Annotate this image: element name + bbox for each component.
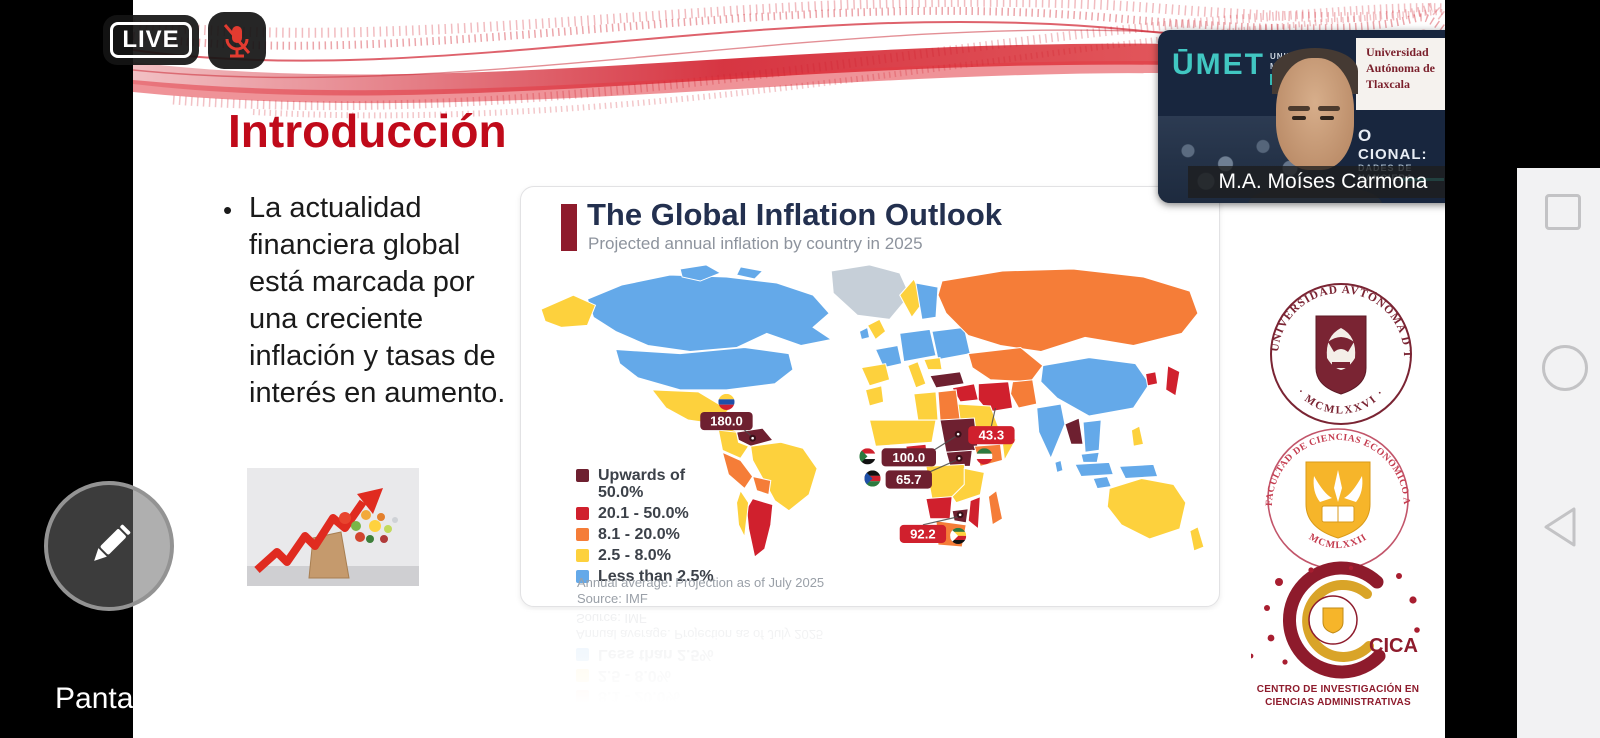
annotate-button[interactable] — [44, 481, 174, 611]
recents-button-icon[interactable] — [1545, 194, 1581, 230]
iran-flag-icon — [976, 448, 993, 465]
participant-video-tile[interactable]: ŪMET UNIVERSIDAD METROPOLITANA SEDE MACH… — [1158, 30, 1458, 203]
south-sudan-flag-icon — [864, 470, 881, 487]
chart-footnote: Annual average. Projection as of July 20… — [577, 575, 825, 606]
chart-subtitle: Projected annual inflation by country in… — [588, 234, 923, 253]
svg-text:65.7: 65.7 — [896, 472, 921, 487]
map-legend: Upwards of 50.0% 20.1 - 50.0% 8.1 - 20.0… — [576, 467, 714, 589]
card-reflection: 8.1 - 20.0% 2.5 - 8.0% Less than 2.5% An… — [520, 610, 1218, 720]
callout-venezuela: 180.0 — [700, 412, 753, 431]
navbar-dark-section — [1517, 0, 1600, 168]
home-button-icon[interactable] — [1542, 345, 1588, 391]
participant-face — [1248, 48, 1382, 203]
legend-swatch-yellow — [576, 549, 589, 562]
participant-name: M.A. Moíses Carmona — [1188, 166, 1458, 198]
android-navbar — [1517, 0, 1600, 738]
inflation-chart-card: The Global Inflation Outlook Projected a… — [520, 186, 1220, 607]
legend-swatch-orange — [576, 528, 589, 541]
legend-label: 8.1 - 20.0% — [598, 526, 680, 543]
callout-sudan: 100.0 — [881, 448, 936, 467]
cica-caption: CENTRO DE INVESTIGACIÓN EN CIENCIAS ADMI… — [1256, 684, 1420, 708]
title-accent-bar — [561, 204, 577, 251]
callout-zimbabwe: 92.2 — [899, 524, 947, 543]
legend-swatch-blue — [576, 570, 589, 583]
zimbabwe-flag-icon — [950, 527, 967, 544]
fcea-seal: FACULTAD DE CIENCIAS ECONÓMICO ADMINISTR… — [1258, 424, 1412, 570]
sudan-flag-icon — [859, 448, 876, 465]
svg-text:92.2: 92.2 — [910, 526, 935, 541]
live-badge: LIVE — [103, 15, 199, 65]
cica-logo: CICA — [1251, 561, 1420, 679]
bullet-text: La actualidad financiera global está mar… — [249, 192, 506, 409]
legend-label: 20.1 - 50.0% — [598, 505, 689, 522]
right-letterbox — [1445, 0, 1517, 738]
legend-label: Less than 2.5% — [598, 568, 714, 585]
world-map: 180.0 100.0 65.7 43.3 — [540, 264, 1205, 558]
microphone-muted-icon — [223, 23, 251, 57]
slide-title: Introducción — [228, 105, 507, 157]
venezuela-flag-icon — [718, 393, 735, 410]
pencil-icon — [94, 524, 131, 561]
back-button-icon[interactable] — [1540, 503, 1584, 551]
left-letterbox — [0, 0, 133, 738]
legend-swatch-maroon — [576, 469, 589, 482]
legend-label: 2.5 - 8.0% — [598, 547, 671, 564]
bullet-marker: • — [223, 195, 233, 225]
share-banner: Pantalla de M.A. Moíses Carmona — [55, 682, 512, 715]
chart-title: The Global Inflation Outlook — [587, 197, 1003, 232]
map-pins — [749, 430, 964, 519]
inflation-arrow-image — [247, 468, 419, 586]
umet-logo: ŪMET — [1172, 48, 1265, 81]
mute-button[interactable] — [208, 12, 266, 69]
svg-text:180.0: 180.0 — [710, 414, 743, 429]
legend-label: Upwards of 50.0% — [598, 467, 686, 501]
legend-swatch-red — [576, 507, 589, 520]
svg-text:CICA: CICA — [1369, 635, 1418, 657]
uat-seal: UNIVERSIDAD AVTÓNOMA D TLAXCALA · MCMLXX… — [1258, 276, 1412, 425]
svg-text:100.0: 100.0 — [892, 450, 925, 465]
uat-text-box: Universidad Autónoma de Tlaxcala — [1356, 38, 1456, 110]
live-label: LIVE — [110, 22, 192, 58]
callout-iran: 43.3 — [968, 426, 1015, 445]
bullet-item: • La actualidad financiera global está m… — [223, 190, 513, 412]
red-wave-decoration — [133, 0, 1445, 119]
svg-text:43.3: 43.3 — [979, 428, 1004, 443]
callout-south-sudan: 65.7 — [885, 470, 932, 489]
